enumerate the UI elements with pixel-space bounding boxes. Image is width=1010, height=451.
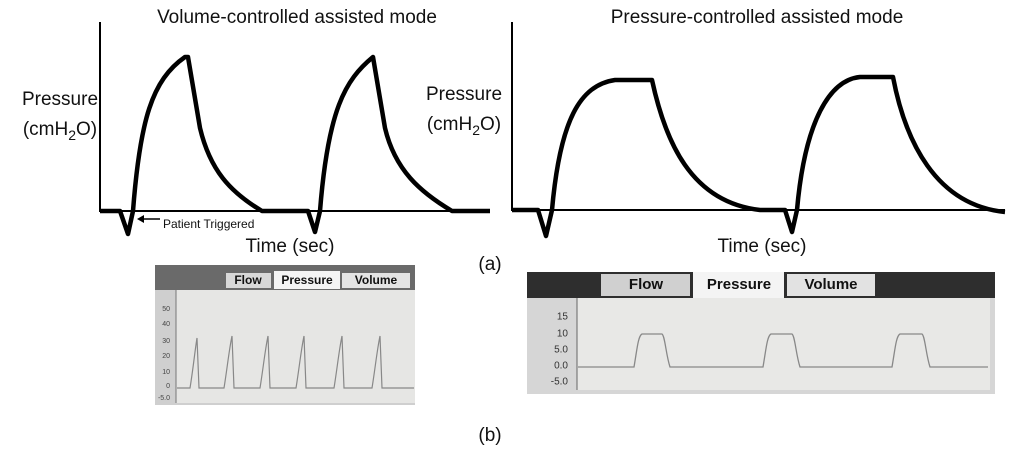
scale-label: 10 xyxy=(557,329,569,340)
tab xyxy=(693,272,784,298)
scale-label: 5.0 xyxy=(554,345,568,356)
unit: (cmH xyxy=(427,114,472,135)
screen-waveform xyxy=(177,335,414,389)
tab xyxy=(787,274,875,296)
y-label: Pressure xyxy=(426,84,502,105)
subscript: 2 xyxy=(68,127,76,143)
unit: O) xyxy=(76,119,97,140)
scale-label: 40 xyxy=(162,321,170,328)
y-label-unit: (cmH2O) xyxy=(427,114,501,138)
title: Pressure-controlled assisted mode xyxy=(611,7,904,28)
scale-label: 10 xyxy=(162,369,170,376)
scale-label: 20 xyxy=(162,353,170,360)
tab xyxy=(342,273,410,288)
y-label-unit: (cmH2O) xyxy=(23,119,97,143)
waveform xyxy=(512,74,1006,239)
arrow-head xyxy=(137,215,144,223)
x-label: Time (sec) xyxy=(717,236,806,257)
panel-label: (b) xyxy=(478,425,501,446)
tab-label: Pressure xyxy=(707,276,771,293)
screen-area xyxy=(176,290,415,403)
unit: O) xyxy=(480,114,501,135)
scale-label: 30 xyxy=(162,338,170,345)
scale-label: -5.0 xyxy=(158,395,170,402)
scale-label: 50 xyxy=(162,306,170,313)
annotation: Patient Triggered xyxy=(163,217,254,231)
unit: (cmH xyxy=(23,119,68,140)
tab-label: Pressure xyxy=(281,273,333,287)
y-label: Pressure xyxy=(22,89,98,110)
tab xyxy=(226,273,271,288)
panel-label: (a) xyxy=(478,254,501,275)
screen-waveform xyxy=(578,333,988,368)
waveform xyxy=(100,54,490,237)
tab-label: Flow xyxy=(234,273,262,287)
scale-label: 0.0 xyxy=(554,361,568,372)
x-label: Time (sec) xyxy=(245,236,334,257)
tab-label: Volume xyxy=(355,273,398,287)
tab-label: Flow xyxy=(629,276,663,293)
tab xyxy=(274,271,340,289)
tab-label: Volume xyxy=(804,276,857,293)
screen-area xyxy=(577,298,990,390)
subscript: 2 xyxy=(472,122,480,138)
scale-label: -5.0 xyxy=(551,377,569,388)
tab xyxy=(601,274,690,296)
title: Volume-controlled assisted mode xyxy=(157,7,437,28)
scale-label: 15 xyxy=(557,312,569,323)
scale-label: 0 xyxy=(166,383,170,390)
